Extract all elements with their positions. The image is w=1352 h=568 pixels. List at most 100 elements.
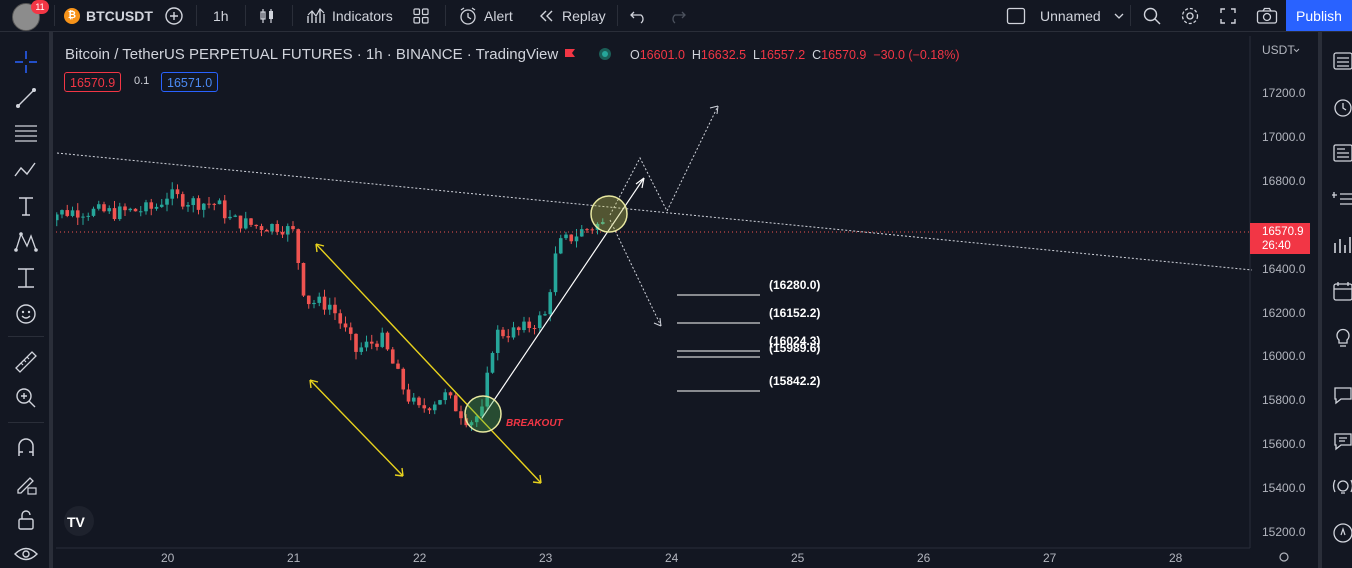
magnet-icon[interactable] bbox=[12, 434, 40, 462]
emoji-icon[interactable] bbox=[12, 300, 40, 328]
flag-icon[interactable] bbox=[563, 47, 577, 61]
fib-retracement-icon[interactable] bbox=[12, 120, 40, 148]
watchlist-icon[interactable] bbox=[1332, 50, 1352, 72]
replay-button[interactable]: Replay bbox=[538, 0, 606, 31]
lock-icon[interactable] bbox=[12, 506, 40, 534]
breakout-circle bbox=[464, 395, 502, 433]
lightbulb-icon[interactable] bbox=[1332, 326, 1352, 348]
candle-body bbox=[474, 416, 479, 423]
candle-body bbox=[86, 215, 91, 217]
divider bbox=[54, 5, 55, 26]
redo-button[interactable] bbox=[668, 0, 686, 31]
candle-body bbox=[112, 208, 117, 220]
candle-body bbox=[217, 200, 222, 205]
divider bbox=[617, 5, 618, 26]
candle-body bbox=[91, 208, 96, 216]
sell-button[interactable]: 16570.9 bbox=[64, 72, 122, 92]
candle-body bbox=[590, 229, 595, 231]
layout-button[interactable]: Unnamed bbox=[1006, 0, 1125, 31]
indicators-button[interactable]: Indicators bbox=[306, 0, 393, 31]
candle-body bbox=[380, 332, 385, 347]
lock-pencil-icon[interactable] bbox=[12, 470, 40, 498]
zoom-in-icon[interactable] bbox=[12, 384, 40, 412]
time-scale-bg bbox=[56, 548, 1250, 568]
xabcd-pattern-icon[interactable] bbox=[12, 228, 40, 256]
chat-icon[interactable] bbox=[1332, 384, 1352, 406]
level-label: (15989.6) bbox=[769, 341, 820, 355]
retest-circle bbox=[590, 195, 628, 233]
price-chart[interactable]: BREAKOUT (16280.0) (16152.2) (16024.3) (… bbox=[56, 36, 1314, 568]
time-axis[interactable]: 20 21 22 23 24 25 26 27 28 bbox=[161, 551, 1289, 565]
candle-body bbox=[453, 395, 458, 412]
candle-body bbox=[485, 372, 490, 407]
candle-body bbox=[280, 231, 285, 235]
patterns-icon[interactable] bbox=[12, 156, 40, 184]
alert-button[interactable]: Alert bbox=[458, 0, 513, 31]
svg-text:TV: TV bbox=[67, 514, 86, 530]
candles-icon bbox=[260, 8, 273, 23]
candle-body bbox=[432, 404, 437, 411]
low-value: 16557.2 bbox=[760, 48, 806, 62]
symbol-search-button[interactable]: ₿ BTCUSDT bbox=[64, 0, 153, 31]
right-widget-bar bbox=[1318, 32, 1352, 568]
candle-body bbox=[259, 226, 264, 231]
chart-type-button[interactable] bbox=[258, 0, 276, 31]
price-tick: 16000.0 bbox=[1262, 349, 1306, 363]
candle-body bbox=[511, 327, 516, 338]
publish-button[interactable]: Publish bbox=[1286, 0, 1352, 31]
templates-button[interactable] bbox=[412, 0, 430, 31]
candle-body bbox=[165, 198, 169, 205]
eye-icon[interactable] bbox=[12, 540, 40, 568]
search-button[interactable] bbox=[1142, 0, 1162, 31]
data-window-icon[interactable] bbox=[1332, 234, 1352, 256]
currency-label[interactable]: USDT bbox=[1262, 43, 1295, 57]
candle-body bbox=[522, 321, 526, 331]
price-tick: 16800.0 bbox=[1262, 174, 1306, 188]
candle-body bbox=[569, 234, 574, 242]
ideas-stream-icon[interactable] bbox=[1332, 430, 1352, 452]
candle-body bbox=[390, 349, 395, 364]
candle-body bbox=[553, 253, 558, 293]
layout-name: Unnamed bbox=[1040, 7, 1101, 24]
candle-body bbox=[422, 405, 427, 409]
buy-button[interactable]: 16571.0 bbox=[161, 72, 219, 92]
level-label: (16152.2) bbox=[769, 306, 820, 320]
candle-body bbox=[585, 229, 589, 231]
prediction-measure-icon[interactable] bbox=[12, 264, 40, 292]
ruler-icon[interactable] bbox=[12, 348, 40, 376]
candle-body bbox=[506, 336, 511, 338]
candle-body bbox=[411, 397, 416, 402]
layout-square-icon bbox=[1006, 7, 1026, 24]
interval-button[interactable]: 1h bbox=[213, 7, 229, 24]
candle-body bbox=[359, 347, 364, 352]
price-axis[interactable]: USDT 17200.0 17000.0 16800.0 16400.0 162… bbox=[1250, 43, 1310, 539]
snapshot-button[interactable] bbox=[1256, 0, 1278, 31]
indicators-icon bbox=[307, 7, 325, 23]
candle-body bbox=[254, 224, 259, 227]
symbol-legend-title[interactable]: Bitcoin / TetherUS PERPETUAL FUTURES · 1… bbox=[65, 46, 559, 63]
fullscreen-button[interactable] bbox=[1219, 0, 1237, 31]
candle-body bbox=[558, 238, 563, 254]
add-list-icon[interactable] bbox=[1332, 188, 1352, 210]
candle-series bbox=[56, 182, 605, 431]
settings-button[interactable] bbox=[1180, 0, 1200, 31]
gear-icon bbox=[1181, 7, 1199, 24]
compare-symbol-button[interactable] bbox=[164, 0, 184, 31]
help-icon[interactable] bbox=[1332, 522, 1352, 544]
news-icon[interactable] bbox=[1332, 142, 1352, 164]
candle-body bbox=[301, 262, 306, 296]
text-icon[interactable] bbox=[12, 192, 40, 220]
candle-body bbox=[548, 292, 553, 315]
undo-button[interactable] bbox=[630, 0, 648, 31]
candle-body bbox=[196, 198, 201, 210]
candle-body bbox=[438, 400, 442, 405]
candle-body bbox=[159, 204, 164, 207]
candle-body bbox=[117, 206, 122, 220]
signal-bulb-icon[interactable] bbox=[1332, 476, 1352, 498]
trend-line-icon[interactable] bbox=[12, 84, 40, 112]
calendar-icon[interactable] bbox=[1332, 280, 1352, 302]
alerts-clock-icon[interactable] bbox=[1332, 96, 1352, 118]
crosshair-icon[interactable] bbox=[12, 48, 40, 76]
chart-settings-sun-icon[interactable] bbox=[1279, 552, 1289, 562]
candle-body bbox=[133, 208, 138, 212]
